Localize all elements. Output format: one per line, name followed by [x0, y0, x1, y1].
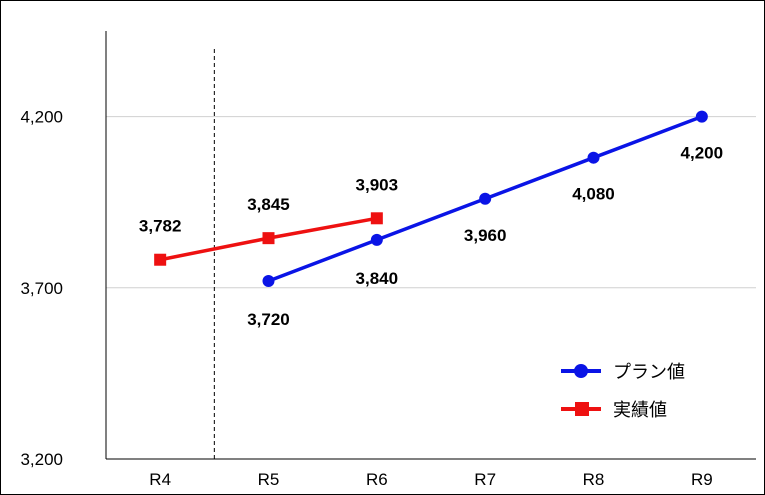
legend-marker-actual — [575, 402, 589, 416]
data-label-plan-r7: 3,960 — [464, 226, 507, 245]
point-plan-r7 — [479, 192, 492, 205]
legend-marker-plan — [574, 364, 588, 378]
x-tick-label-r5: R5 — [258, 470, 280, 489]
data-label-actual-r4: 3,782 — [139, 217, 182, 236]
point-actual-r4 — [154, 253, 167, 266]
x-tick-label-r9: R9 — [691, 470, 713, 489]
point-plan-r9 — [695, 110, 708, 123]
point-actual-r5 — [262, 232, 275, 245]
legend-label-plan: プラン値 — [613, 362, 685, 383]
x-tick-label-r8: R8 — [583, 470, 605, 489]
point-plan-r5 — [262, 274, 275, 287]
point-actual-r6 — [370, 212, 383, 225]
point-plan-r8 — [587, 151, 600, 164]
legend-label-actual: 実績値 — [613, 400, 667, 421]
data-label-plan-r5: 3,720 — [247, 310, 290, 329]
y-tick-label-0: 3,200 — [20, 450, 63, 469]
point-plan-r6 — [370, 233, 383, 246]
x-tick-label-r7: R7 — [474, 470, 496, 489]
data-label-plan-r9: 4,200 — [681, 144, 724, 163]
data-label-actual-r6: 3,903 — [356, 175, 399, 194]
y-tick-label-2: 4,200 — [20, 108, 63, 127]
data-label-plan-r6: 3,840 — [356, 269, 399, 288]
data-label-actual-r5: 3,845 — [247, 195, 290, 214]
data-label-plan-r8: 4,080 — [572, 185, 615, 204]
x-tick-label-r6: R6 — [366, 470, 388, 489]
y-tick-label-1: 3,700 — [20, 279, 63, 298]
x-tick-label-r4: R4 — [149, 470, 171, 489]
